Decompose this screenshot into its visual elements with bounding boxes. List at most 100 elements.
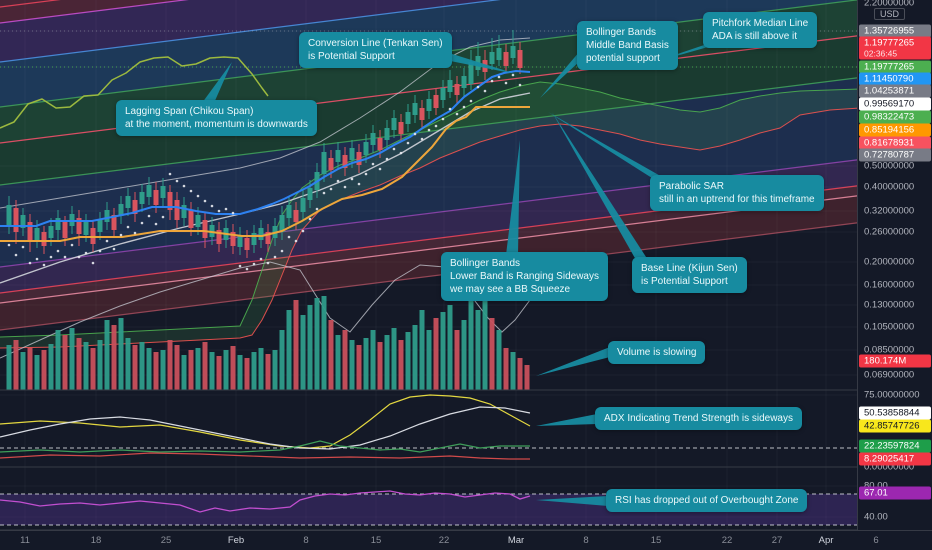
time-tick-label[interactable]: 11 — [20, 535, 30, 546]
callout-rsi[interactable]: RSI has dropped out of Overbought Zone — [606, 489, 808, 512]
candle-body[interactable] — [202, 220, 208, 238]
price-badge[interactable]: 1.35726955 — [859, 24, 931, 38]
volume-bar[interactable] — [265, 354, 271, 390]
volume-bar[interactable] — [6, 345, 12, 390]
candle-body[interactable] — [433, 95, 439, 108]
price-badge[interactable]: 8.29025417 — [859, 452, 931, 466]
volume-bar[interactable] — [496, 330, 502, 390]
senkou-span-a-line[interactable] — [0, 81, 861, 338]
candle-body[interactable] — [244, 238, 250, 250]
volume-bar[interactable] — [328, 320, 334, 390]
candle-body[interactable] — [335, 150, 341, 162]
price-badge[interactable]: 0.99569170 — [859, 97, 931, 111]
candle-body[interactable] — [13, 208, 19, 232]
volume-bar[interactable] — [167, 340, 173, 390]
volume-bar[interactable] — [48, 344, 54, 390]
candle-body[interactable] — [286, 205, 292, 218]
volume-bar[interactable] — [34, 355, 40, 390]
candle-body[interactable] — [27, 222, 33, 242]
price-badge[interactable]: 180.174M — [859, 354, 931, 368]
volume-bar[interactable] — [83, 342, 89, 390]
volume-bar[interactable] — [223, 350, 229, 390]
candle-body[interactable] — [125, 196, 131, 208]
volume-bar[interactable] — [195, 348, 201, 390]
time-tick-label[interactable]: 8 — [303, 535, 309, 546]
volume-bar[interactable] — [517, 358, 523, 390]
callout-bb-lower[interactable]: Bollinger Bands Lower Band is Ranging Si… — [441, 252, 608, 301]
candle-body[interactable] — [111, 215, 117, 230]
volume-bar[interactable] — [139, 342, 145, 390]
time-tick-label[interactable]: 15 — [650, 535, 662, 546]
price-badge[interactable]: 67.01 — [859, 486, 931, 500]
candle-body[interactable] — [363, 142, 369, 155]
candle-body[interactable] — [62, 222, 68, 238]
volume-bar[interactable] — [398, 340, 404, 390]
price-badge[interactable]: 0.81678931 — [859, 136, 931, 150]
price-badge[interactable]: 22.23597824 — [859, 439, 931, 453]
callout-chikou[interactable]: Lagging Span (Chikou Span) at the moment… — [116, 100, 317, 136]
volume-bar[interactable] — [356, 345, 362, 390]
volume-bar[interactable] — [202, 342, 208, 390]
pitchfork-line[interactable] — [0, 77, 858, 186]
candle-body[interactable] — [279, 215, 285, 232]
candle-body[interactable] — [167, 192, 173, 210]
volume-bar[interactable] — [440, 312, 446, 390]
candle-body[interactable] — [195, 215, 201, 227]
candle-body[interactable] — [76, 218, 82, 234]
volume-bar[interactable] — [321, 296, 327, 390]
volume-bar[interactable] — [447, 305, 453, 390]
volume-bar[interactable] — [314, 298, 320, 390]
candle-body[interactable] — [447, 80, 453, 92]
volume-bar[interactable] — [412, 325, 418, 390]
volume-bar[interactable] — [482, 296, 488, 390]
plus-di-line[interactable] — [0, 440, 530, 453]
candle-body[interactable] — [174, 200, 180, 220]
candle-body[interactable] — [83, 222, 89, 235]
pitchfork-line[interactable] — [0, 195, 858, 304]
price-badge[interactable]: 0.72780787 — [859, 148, 931, 162]
volume-bar[interactable] — [174, 345, 180, 390]
volume-bar[interactable] — [55, 330, 61, 390]
callout-adx[interactable]: ADX Indicating Trend Strength is sideway… — [595, 407, 802, 430]
candle-body[interactable] — [370, 133, 376, 145]
price-badge[interactable]: 42.85747726 — [859, 419, 931, 433]
bollinger-upper-band[interactable] — [0, 37, 531, 209]
pitchfork-line[interactable] — [0, 0, 857, 24]
candle-body[interactable] — [489, 52, 495, 64]
volume-bar[interactable] — [90, 348, 96, 390]
candle-body[interactable] — [503, 52, 509, 66]
volume-bar[interactable] — [363, 338, 369, 390]
candle-body[interactable] — [300, 198, 306, 212]
time-tick-label[interactable]: Mar — [507, 535, 525, 546]
candle-body[interactable] — [55, 218, 61, 230]
volume-bar[interactable] — [62, 335, 68, 390]
price-badge[interactable]: 1.19777265 02:36:45 — [859, 36, 931, 60]
candle-body[interactable] — [188, 210, 194, 228]
time-tick-label[interactable]: 8 — [583, 535, 589, 546]
volume-bar[interactable] — [419, 310, 425, 390]
volume-bar[interactable] — [244, 358, 250, 390]
candle-body[interactable] — [41, 232, 47, 246]
candle-body[interactable] — [349, 148, 355, 160]
volume-bar[interactable] — [510, 352, 516, 390]
candle-body[interactable] — [419, 108, 425, 120]
time-tick-label[interactable]: 25 — [160, 535, 172, 546]
price-badge[interactable]: 0.98322473 — [859, 110, 931, 124]
volume-bar[interactable] — [160, 350, 166, 390]
candle-body[interactable] — [132, 200, 138, 214]
candle-body[interactable] — [237, 235, 243, 247]
volume-bar[interactable] — [111, 325, 117, 390]
volume-bar[interactable] — [377, 342, 383, 390]
volume-bar[interactable] — [461, 320, 467, 390]
candle-body[interactable] — [342, 155, 348, 168]
candle-body[interactable] — [160, 186, 166, 198]
volume-bar[interactable] — [489, 318, 495, 390]
volume-bar[interactable] — [97, 340, 103, 390]
time-tick-label[interactable]: 27 — [771, 535, 783, 546]
time-tick-label[interactable]: Apr — [818, 535, 834, 546]
time-tick-label[interactable]: 6 — [873, 535, 879, 546]
candle-body[interactable] — [454, 84, 460, 95]
volume-bar[interactable] — [503, 348, 509, 390]
candle-body[interactable] — [321, 152, 327, 174]
